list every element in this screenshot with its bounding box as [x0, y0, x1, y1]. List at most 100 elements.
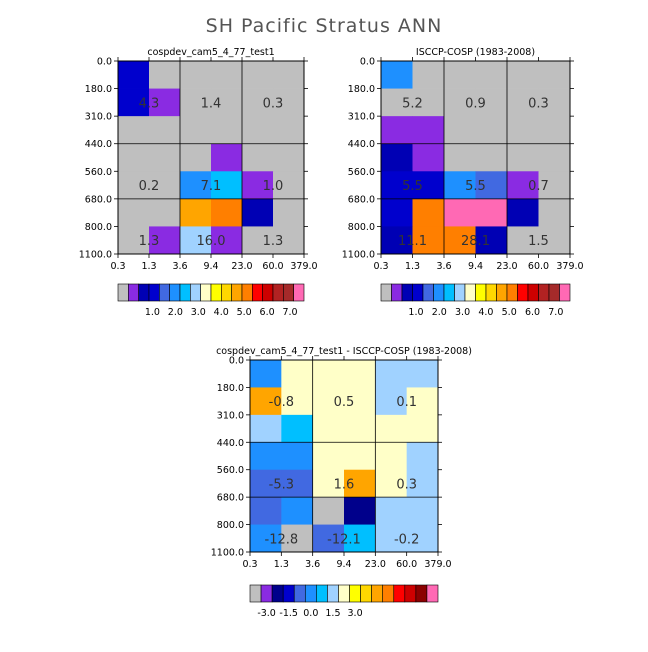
- heatmap-cell: [375, 414, 408, 443]
- colorbar-swatch: [249, 584, 262, 603]
- heatmap-cell: [281, 387, 314, 416]
- heatmap-cell: [444, 143, 476, 172]
- colorbar-swatch: [169, 283, 181, 302]
- colorbar-label: 6.0: [260, 307, 275, 318]
- heatmap-cell: [273, 116, 305, 145]
- heatmap-cell: [180, 116, 212, 145]
- heatmap-cell: [281, 442, 314, 471]
- colorbar-label: 4.0: [478, 307, 493, 318]
- x-tick-label: 0.3: [242, 559, 257, 570]
- x-tick-label: 9.4: [336, 559, 351, 570]
- colorbar-swatch: [393, 584, 406, 603]
- panel-title: ISCCP-COSP (1983-2008): [416, 47, 535, 58]
- cell-annotation: -0.8: [269, 395, 294, 410]
- colorbar-swatch: [454, 283, 466, 302]
- heatmap-cell: [180, 171, 212, 200]
- colorbar-swatch: [179, 283, 191, 302]
- heatmap-cell: [118, 171, 150, 200]
- cell-annotation: 0.5: [334, 395, 355, 410]
- heatmap-cell: [312, 360, 345, 388]
- x-tick-label: 23.0: [231, 261, 252, 272]
- y-tick-label: 0.0: [97, 57, 112, 68]
- colorbar-swatch: [349, 584, 361, 603]
- x-tick-label: 1.3: [405, 261, 420, 272]
- y-tick-label: 1100.0: [211, 548, 244, 559]
- heatmap-cell: [475, 198, 508, 227]
- colorbar-swatch: [338, 584, 350, 603]
- heatmap-cell: [406, 497, 439, 525]
- heatmap-cell: [475, 143, 508, 172]
- cell-annotation: 4.3: [139, 96, 160, 111]
- x-tick-label: 379.0: [290, 261, 317, 272]
- heatmap-cell: [118, 143, 150, 172]
- cell-annotation: 0.9: [465, 96, 486, 111]
- heatmap-cell: [475, 171, 508, 200]
- heatmap-cell: [242, 226, 274, 255]
- colorbar-label: 1.5: [325, 608, 340, 619]
- y-tick-label: 310.0: [217, 410, 244, 421]
- colorbar-swatch: [433, 283, 445, 302]
- heatmap-cell: [344, 360, 376, 388]
- y-tick-label: 180.0: [217, 383, 244, 394]
- heatmap-cell: [273, 198, 305, 227]
- colorbar-1: 1.0 2.0 3.0 4.0 5.0 6.0 7.0: [117, 283, 305, 318]
- heatmap-cell: [444, 61, 476, 89]
- heatmap-cell: [406, 469, 439, 498]
- colorbar-label: 6.0: [525, 307, 540, 318]
- x-tick-label: 3.6: [305, 559, 320, 570]
- heatmap-cell: [375, 360, 408, 388]
- heatmap-cell: [412, 116, 445, 145]
- x-tick-label: 0.3: [110, 261, 125, 272]
- colorbar-swatch: [517, 283, 529, 302]
- heatmap-cell: [180, 88, 212, 117]
- heatmap-cell: [381, 61, 413, 89]
- panel-title: cospdev_cam5_4_77_test1 - ISCCP-COSP (19…: [216, 346, 472, 357]
- colorbar-swatch: [404, 584, 417, 603]
- cell-annotation: 7.1: [201, 179, 222, 194]
- heatmap-cell: [250, 387, 282, 416]
- colorbar-swatch: [485, 283, 497, 302]
- x-tick-label: 1.3: [141, 261, 156, 272]
- x-tick-label: 9.4: [203, 261, 218, 272]
- heatmap-cell: [250, 360, 282, 388]
- heatmap-cell: [538, 226, 571, 255]
- colorbar-label: 5.0: [502, 307, 517, 318]
- y-tick-label: 680.0: [348, 194, 375, 205]
- panel-title: cospdev_cam5_4_77_test1: [147, 47, 274, 58]
- heatmap-cell: [507, 171, 539, 200]
- heatmap-cell: [406, 442, 439, 471]
- heatmap-cell: [250, 524, 282, 553]
- colorbar-swatch: [382, 584, 395, 603]
- y-tick-label: 800.0: [85, 222, 112, 233]
- colorbar-swatch: [128, 283, 139, 302]
- y-tick-label: 440.0: [348, 139, 375, 150]
- heatmap-cell: [406, 524, 439, 553]
- heatmap-cell: [344, 469, 376, 498]
- colorbar-swatch: [371, 584, 384, 603]
- colorbar-label: 2.0: [432, 307, 447, 318]
- cell-annotation: 1.5: [528, 234, 549, 249]
- heatmap-cell: [211, 88, 243, 117]
- colorbar-label: 2.0: [168, 307, 183, 318]
- x-tick-label: 379.0: [424, 559, 451, 570]
- heatmap-cell: [344, 387, 376, 416]
- x-tick-label: 3.6: [172, 261, 187, 272]
- colorbar-label: -3.0: [257, 608, 276, 619]
- colorbar-swatch: [241, 283, 253, 302]
- y-tick-label: 1100.0: [79, 250, 112, 261]
- heatmap-cell: [211, 226, 243, 255]
- cell-annotation: 1.3: [263, 234, 284, 249]
- y-tick-label: 0.0: [360, 57, 375, 68]
- y-tick-label: 560.0: [217, 465, 244, 476]
- heatmap-cell: [211, 198, 243, 227]
- colorbar-swatch: [415, 584, 428, 603]
- y-tick-label: 800.0: [217, 520, 244, 531]
- colorbar-swatch: [260, 584, 273, 603]
- heatmap-cell: [281, 414, 314, 443]
- heatmap-cell: [538, 143, 571, 172]
- colorbar-label: 3.0: [455, 307, 470, 318]
- colorbar-swatch: [360, 584, 372, 603]
- heatmap-cell: [375, 442, 408, 471]
- heatmap-cell: [475, 226, 508, 255]
